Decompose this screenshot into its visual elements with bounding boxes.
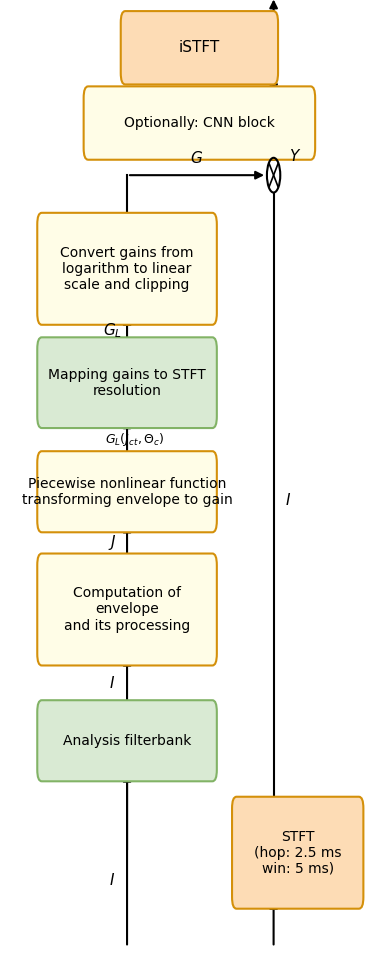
FancyBboxPatch shape (121, 11, 278, 84)
Text: $G_L$: $G_L$ (103, 321, 122, 341)
FancyBboxPatch shape (83, 86, 315, 160)
FancyBboxPatch shape (37, 451, 217, 532)
Text: $I$: $I$ (109, 675, 115, 691)
Text: $G_L(J_{ct}, \Theta_c)$: $G_L(J_{ct}, \Theta_c)$ (105, 431, 164, 448)
FancyBboxPatch shape (37, 337, 217, 428)
FancyBboxPatch shape (37, 700, 217, 781)
Text: Mapping gains to STFT
resolution: Mapping gains to STFT resolution (48, 368, 206, 398)
Text: Convert gains from
logarithm to linear
scale and clipping: Convert gains from logarithm to linear s… (60, 246, 194, 292)
Text: Analysis filterbank: Analysis filterbank (63, 734, 191, 747)
Text: Optionally: CNN block: Optionally: CNN block (124, 116, 275, 130)
Text: $I$: $I$ (109, 872, 115, 888)
FancyBboxPatch shape (37, 554, 217, 665)
FancyBboxPatch shape (232, 797, 363, 909)
Text: $Y$: $Y$ (289, 148, 301, 164)
Text: $G$: $G$ (190, 150, 204, 166)
Text: Piecewise nonlinear function
transforming envelope to gain: Piecewise nonlinear function transformin… (22, 476, 232, 507)
FancyBboxPatch shape (37, 213, 217, 325)
Text: $I$: $I$ (285, 493, 291, 508)
Text: $J$: $J$ (108, 533, 117, 553)
Text: iSTFT: iSTFT (179, 41, 220, 55)
Text: Computation of
envelope
and its processing: Computation of envelope and its processi… (64, 587, 190, 633)
Text: STFT
(hop: 2.5 ms
win: 5 ms): STFT (hop: 2.5 ms win: 5 ms) (254, 830, 342, 876)
